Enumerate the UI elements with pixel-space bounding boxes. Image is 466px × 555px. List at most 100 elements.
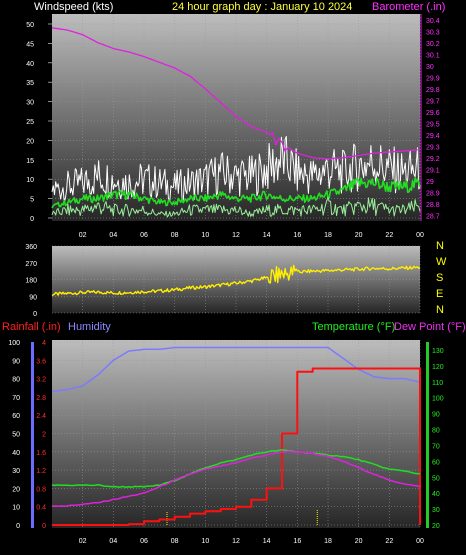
barometer-ticks: 28.7 28.8 28.9 29 29.1 29.2 29.3 29.4 29.5 29.6 29… [420,14,440,221]
temperature-line [51,449,420,488]
barometer-tick-label: 29.5 [426,121,440,128]
barometer-tick-label: 29.9 [426,75,440,82]
barometer-tick-label: 29 [426,179,434,186]
temperature-tick-label: 70 [432,443,440,450]
barometer-tick-label: 30.3 [426,29,440,36]
temperature-tick-label: 80 [432,428,440,435]
humidity-tick-label: 40 [12,450,20,457]
direction-tick-label: 0 [33,311,37,318]
x-tick-label: 08 [171,538,179,545]
x-tick-label: 22 [385,232,393,239]
windspeed-tick-label: 50 [26,22,34,29]
barometer-tick-label: 29.2 [426,156,440,163]
x-tick-label: 22 [385,538,393,545]
rain-tick-label: 4 [42,340,46,347]
humidity-tick-label: 10 [12,505,20,512]
humidity-tick-label: 100 [8,340,20,347]
direction-tick-label: 180 [25,278,37,285]
barometer-tick-label: 30.2 [426,41,440,48]
humidity-ticks: 0 10 20 30 40 50 60 70 80 90 100 [8,340,20,530]
x-tick-label: 18 [324,538,332,545]
temperature-tick-label: 100 [432,396,444,403]
rainfall-line [52,367,421,526]
wind-series [51,27,421,218]
windspeed-tick-label: 20 [26,138,34,145]
rain-tick-label: 1.6 [36,450,46,457]
temperature-axis-bar [426,342,429,528]
windspeed-tick-label: 10 [26,177,34,184]
humidity-tick-label: 50 [12,432,20,439]
barometer-tick-label: 28.9 [426,190,440,197]
windspeed-tick-label: 15 [26,158,34,165]
direction-tick-label: 90 [29,294,37,301]
rain-tick-label: 2.8 [36,395,46,402]
rain-tick-label: 3.6 [36,358,46,365]
barometer-tick-label: 29.1 [426,167,440,174]
x-tick-label: 04 [109,232,117,239]
rain-tick-label: 2.4 [36,413,46,420]
windspeed-tick-label: 45 [26,41,34,48]
temperature-tick-label: 110 [432,380,443,387]
x-tick-label: 00 [416,538,424,545]
direction-line [51,264,421,297]
temperature-tick-label: 60 [432,459,440,466]
x-tick-label: 00 [416,232,424,239]
barometer-tick-label: 30 [426,64,434,71]
x-tick-label: 16 [293,538,301,545]
wind-grid [52,14,421,221]
x-tick-label: 02 [79,232,87,239]
gust-line [51,135,421,204]
humidity-tick-label: 20 [12,486,20,493]
compass-label: W [436,256,447,268]
x-tick-label: 06 [140,538,148,545]
temp-series [51,346,421,526]
humidity-tick-label: 0 [16,523,20,530]
x-tick-label: 12 [232,232,240,239]
rain-tick-label: 1.2 [36,468,46,475]
barometer-tick-label: 29.7 [426,98,440,105]
rain-ticks: 0 0.4 0.8 1.2 1.6 2 2.4 2.8 3.2 3.6 4 [36,340,46,530]
barometer-tick-label: 30.4 [426,18,440,25]
low-line [51,196,421,218]
windspeed-tick-label: 40 [26,61,34,68]
x-tick-label: 12 [232,538,240,545]
barometer-tick-label: 28.8 [426,202,440,209]
wind-x-ticks: 02 04 06 08 10 12 14 16 18 20 22 00 [79,232,424,239]
humidity-tick-label: 30 [12,468,20,475]
barometer-tick-label: 29.8 [426,87,440,94]
dew-point-line [51,450,421,508]
windspeed-axis-label: Windspeed (kts) [34,1,113,13]
rain-tick-label: 0 [42,523,46,530]
barometer-line [51,27,421,160]
x-tick-label: 04 [109,538,117,545]
windspeed-tick-label: 0 [30,216,34,223]
barometer-tick-label: 29.4 [426,133,440,140]
humidity-axis-bar [31,342,34,528]
avg-line [51,177,421,209]
barometer-tick-label: 29.6 [426,110,440,117]
barometer-tick-label: 29.3 [426,144,440,151]
temperature-tick-label: 30 [432,507,440,514]
x-tick-label: 18 [324,232,332,239]
temperature-tick-label: 130 [432,348,444,355]
windspeed-tick-label: 5 [30,197,34,204]
x-tick-label: 20 [355,538,363,545]
temperature-tick-label: 120 [432,364,444,371]
temperature-ticks: 20 30 40 50 60 70 80 90 100 110 120 130 [432,348,444,530]
x-tick-label: 10 [201,538,209,545]
x-tick-label: 20 [355,232,363,239]
barometer-axis-label: Barometer (.in) [372,1,445,13]
temperature-tick-label: 20 [432,523,440,530]
direction-series [51,264,421,297]
compass-label: S [436,272,443,284]
x-tick-label: 02 [79,538,87,545]
rainfall-axis-label: Rainfall (.in) [2,321,61,333]
chart-title: 24 hour graph day : January 10 2024 [172,1,352,13]
humidity-axis-label: Humidity [68,321,111,333]
rain-tick-label: 3.2 [36,377,46,384]
humidity-tick-label: 70 [12,395,20,402]
barometer-tick-label: 28.7 [426,213,440,220]
direction-tick-label: 360 [25,244,37,251]
